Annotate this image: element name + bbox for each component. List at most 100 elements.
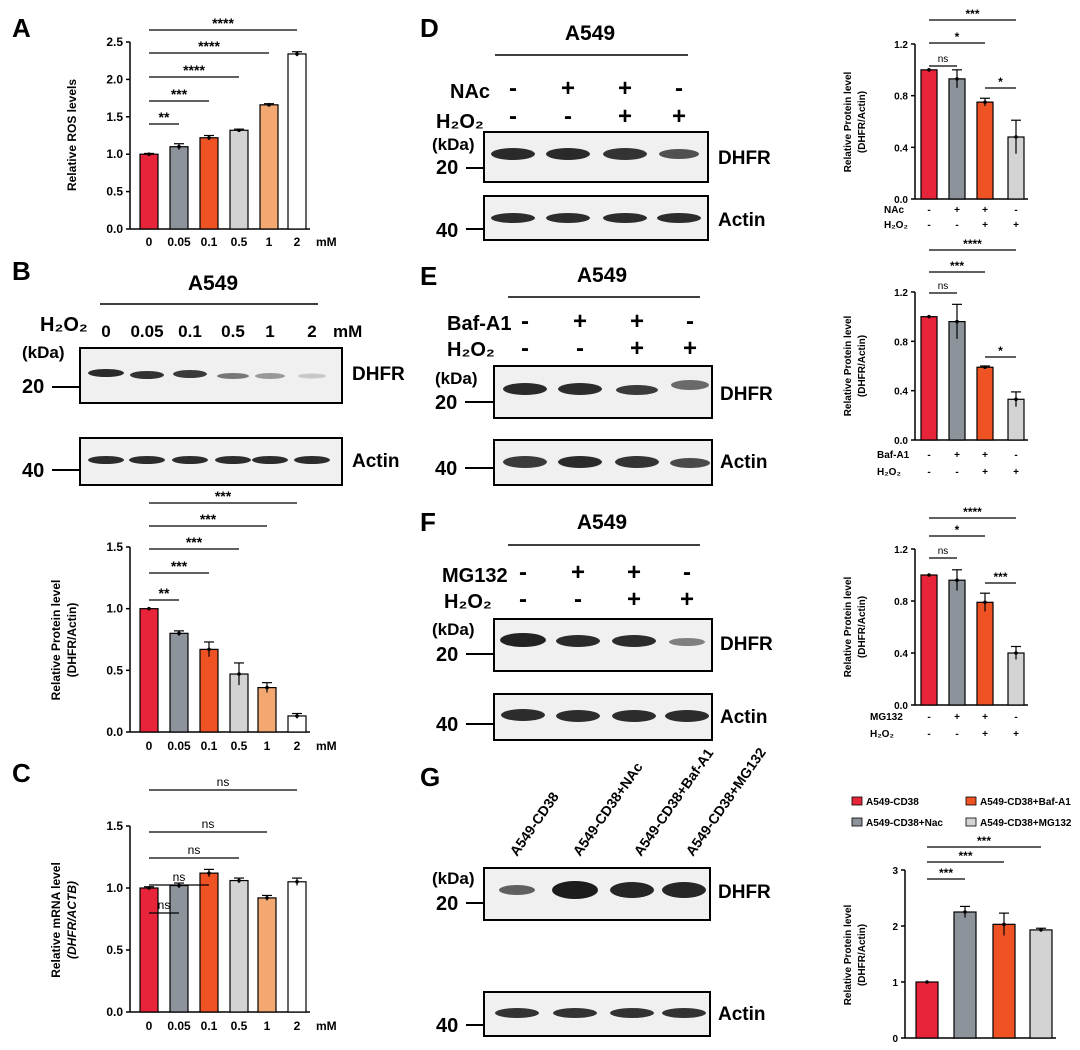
x-tick-label: 2 (294, 235, 301, 249)
blot-f-row2-label: H₂O₂ (444, 591, 492, 613)
data-point (963, 910, 967, 914)
y-tick-label: 1.0 (106, 881, 123, 895)
legend-swatch (965, 817, 977, 827)
data-point (177, 144, 181, 149)
blot-d-mw-40: 40 (436, 220, 458, 242)
blot-b-lane-label: 0.5 (221, 322, 245, 341)
bar (199, 872, 219, 1013)
significance-label: *** (200, 511, 217, 527)
data-point (295, 52, 299, 56)
blot-e-sign: - (521, 308, 529, 335)
blot-b-lane-label: 1 (265, 322, 274, 341)
condition-label: Baf-A1 (877, 450, 910, 461)
blot-f-sign: + (571, 559, 585, 586)
bar-chart-c: 0.0 0.5 1.0 1.5 Relative mRNA level (DHFR/ACT… (49, 775, 337, 1033)
x-unit-label: mM (316, 235, 337, 249)
data-point (955, 77, 959, 81)
y-tick-label: 1.5 (106, 540, 123, 554)
significance-label: * (998, 75, 1003, 89)
significance-label: **** (183, 62, 205, 78)
condition-sign: + (954, 205, 960, 216)
bar (259, 104, 279, 230)
bar (992, 923, 1016, 1039)
bar (920, 574, 938, 706)
data-point (207, 871, 211, 875)
panel-label-c: C (12, 758, 31, 788)
panel-label-f: F (420, 507, 436, 537)
condition-sign: + (982, 220, 988, 231)
y-tick-label: 0.0 (106, 725, 123, 739)
blot-b-mw-40: 40 (22, 460, 44, 482)
data-point (147, 886, 151, 890)
data-point (267, 103, 271, 107)
blot-d-sign: + (672, 103, 686, 130)
data-point (237, 128, 241, 133)
blot-f-sign: + (627, 559, 641, 586)
y-tick-label: 2.0 (106, 72, 123, 86)
data-point (295, 714, 299, 718)
bar (920, 69, 938, 200)
y-axis-label: Relative Protein level (49, 580, 63, 701)
bar (139, 608, 159, 733)
blot-e-sign: + (683, 335, 697, 362)
bar-chart-b: 0.0 0.5 1.0 1.5 Relative Protein level (DHFR/… (49, 488, 337, 753)
y-axis-label-secondary: (DHFR/Actin) (65, 603, 79, 678)
y-tick-label: 0.8 (894, 597, 908, 608)
panel-label-b: B (12, 256, 31, 286)
blot-d-sign: - (564, 103, 572, 130)
blot-b-lane-label: 0.05 (130, 322, 163, 341)
significance-label: ns (938, 281, 949, 292)
significance-label: ns (158, 898, 171, 912)
data-point (927, 573, 931, 577)
x-tick-label: 0.1 (201, 739, 218, 753)
condition-sign: + (982, 712, 988, 723)
blot-e-sign: + (573, 308, 587, 335)
y-tick-label: 0.5 (106, 185, 123, 199)
condition-sign: - (927, 729, 930, 740)
significance-label: * (998, 344, 1003, 358)
y-tick-label: 0.5 (106, 663, 123, 677)
bar (1029, 929, 1053, 1039)
significance-label: * (955, 30, 960, 44)
blot-b-unit: mM (333, 322, 362, 341)
panel-label-d: D (420, 13, 439, 43)
legend-swatch (965, 796, 977, 806)
blot-d-sign: - (509, 103, 517, 130)
x-tick-label: 2 (294, 739, 301, 753)
condition-sign: - (927, 467, 930, 478)
blot-f-sign: - (519, 586, 527, 613)
blot-f-kda: (kDa) (432, 620, 475, 639)
bar (287, 53, 307, 230)
condition-label: H₂O₂ (870, 729, 894, 740)
condition-sign: + (1013, 467, 1019, 478)
blot-b-lane-label: 0 (101, 322, 110, 341)
bar (948, 78, 966, 200)
blot-e-sign: - (576, 335, 584, 362)
significance-label: *** (993, 570, 1007, 584)
condition-sign: - (1014, 205, 1017, 216)
blot-e-sign: - (686, 308, 694, 335)
panel-label-a: A (12, 13, 31, 43)
bar (976, 366, 994, 441)
legend-swatch (851, 796, 863, 806)
x-tick-label: 0.1 (201, 1019, 218, 1033)
data-point (265, 896, 269, 900)
blot-f: A549 MG132 H₂O₂ - + + - - - + + (kDa) 20… (432, 511, 773, 741)
x-tick-label: 2 (294, 1019, 301, 1033)
legend-swatch (851, 817, 863, 827)
data-point (1014, 397, 1018, 402)
data-point (955, 319, 959, 324)
data-point (983, 365, 987, 370)
data-point (295, 880, 299, 884)
bar-chart-a: 0.0 0.5 1.0 1.5 2.0 2.5 Relative ROS levels 0 0.… (65, 15, 337, 249)
legend-label: A549-CD38+Baf-A1 (980, 797, 1071, 808)
significance-label: ns (938, 546, 949, 557)
bar-chart-e: 0.0 0.4 0.8 1.2 Relative Protein level (DHFR/… (843, 237, 1028, 478)
significance-label: ns (217, 775, 230, 789)
x-tick-label: 0 (146, 1019, 153, 1033)
blot-e-cell-line: A549 (577, 264, 627, 287)
significance-label: *** (977, 834, 991, 848)
data-point (1002, 922, 1006, 927)
blot-b-treatment-label: H₂O₂ (40, 314, 88, 336)
condition-sign: + (982, 467, 988, 478)
